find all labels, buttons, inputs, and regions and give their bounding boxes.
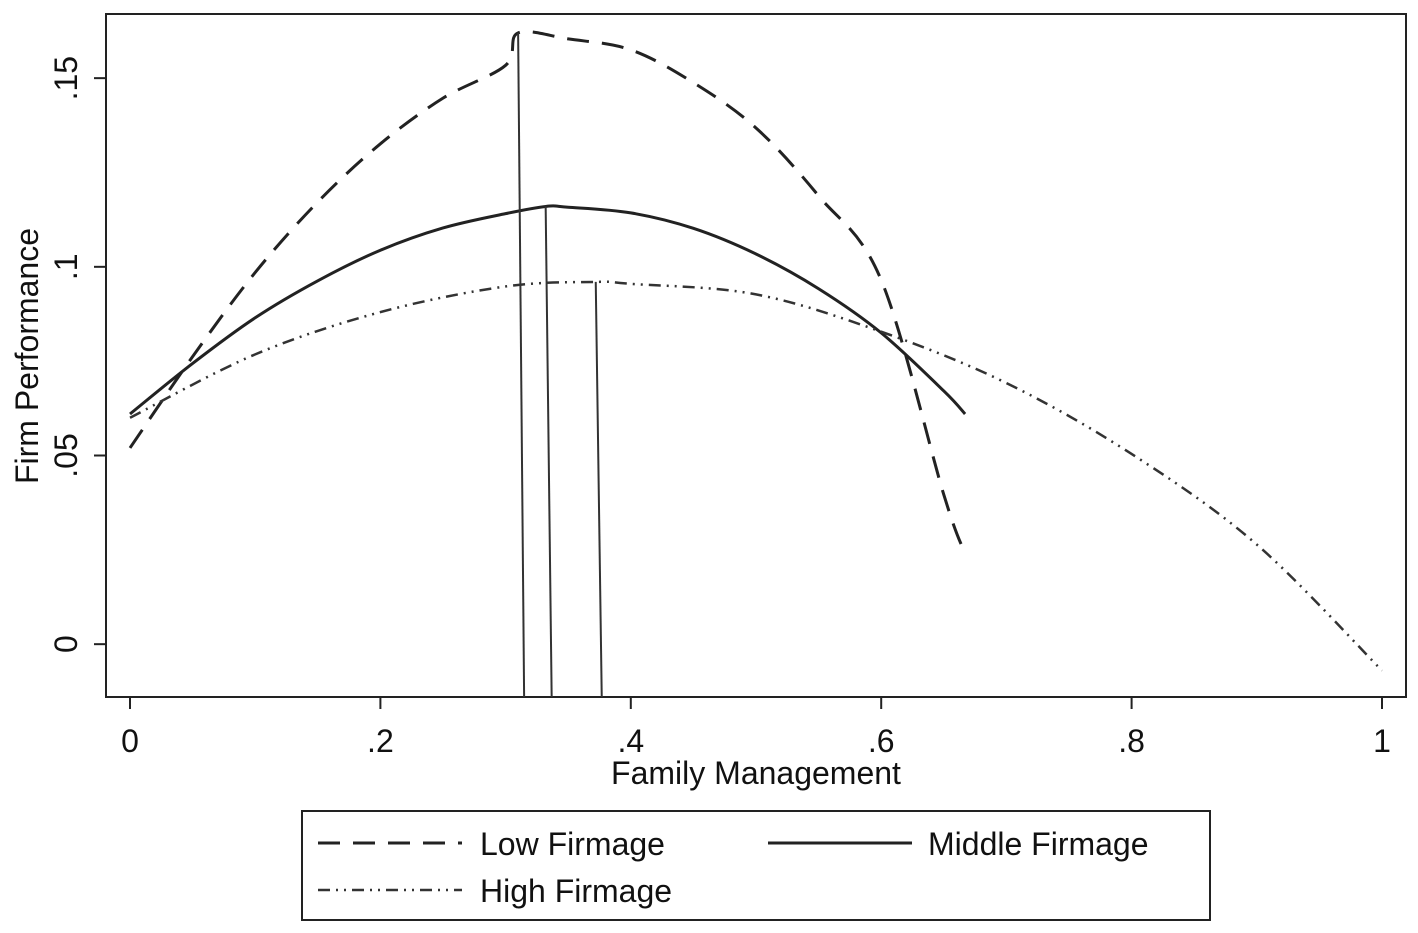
series-low-firmage [128, 30, 967, 555]
x-tick-label: 1 [1373, 723, 1391, 759]
peak-line [594, 281, 603, 698]
peak-lines-layer [517, 32, 603, 698]
y-axis-ticks: 0 .05 .1 .15 [48, 56, 106, 653]
series-middle-firmage [129, 204, 967, 416]
y-tick-label: .1 [48, 253, 84, 280]
legend-box [301, 810, 1211, 921]
peak-line [517, 32, 526, 698]
y-tick-label: .05 [48, 433, 84, 477]
y-tick-label: .15 [48, 56, 84, 100]
y-axis-title: Firm Performance [9, 228, 45, 484]
legend-label-middle: Middle Firmage [928, 826, 1149, 862]
x-axis-title: Family Management [611, 755, 901, 791]
peak-line [544, 206, 553, 698]
series-high-firmage [129, 280, 1383, 672]
legend: Low Firmage Middle Firmage High Firmage [301, 810, 1211, 921]
legend-label-low: Low Firmage [480, 826, 665, 862]
x-tick-label: .4 [617, 723, 644, 759]
x-tick-label: 0 [121, 723, 139, 759]
legend-label-high: High Firmage [480, 873, 672, 909]
series-layer [128, 30, 1383, 672]
x-axis-ticks: 0 .2 .4 .6 .8 1 [121, 697, 1391, 759]
x-tick-label: .8 [1118, 723, 1145, 759]
x-tick-label: .6 [868, 723, 895, 759]
x-tick-label: .2 [367, 723, 394, 759]
plot-frame [105, 13, 1407, 698]
y-tick-label: 0 [48, 635, 84, 653]
